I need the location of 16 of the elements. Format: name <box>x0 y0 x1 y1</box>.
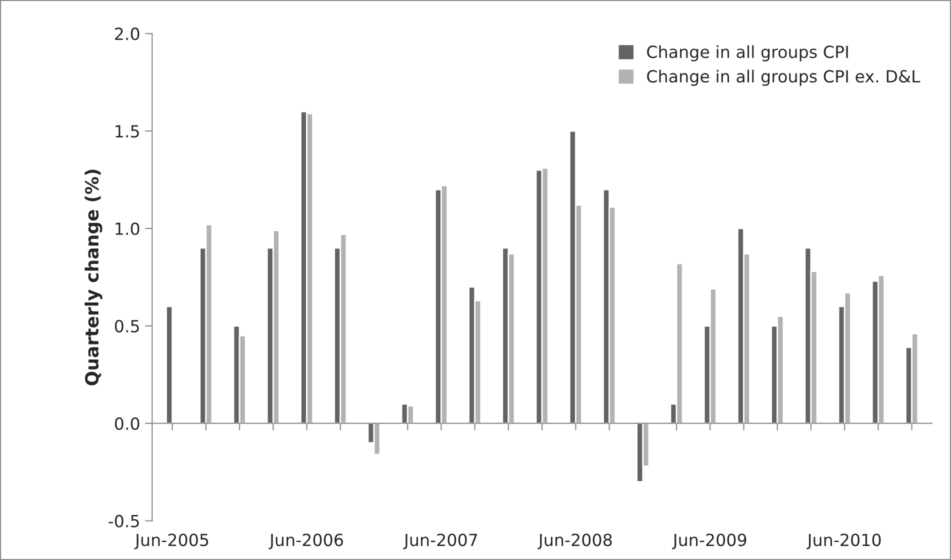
x-tick-label: Jun-2005 <box>134 534 208 550</box>
y-tick-label: 1.0 <box>116 222 140 236</box>
y-tick-label: 2.0 <box>115 28 140 40</box>
x-tick-label: Jun-2006 <box>268 534 343 550</box>
x-tick-label: Jun-2009 <box>672 534 746 550</box>
x-tick-label: Jun-2008 <box>538 534 612 550</box>
legend-label: Change in all groups CPI ex. D&L <box>647 70 920 86</box>
bar <box>166 306 174 424</box>
x-tick-label: Jun-2010 <box>806 534 881 550</box>
y-tick-label: 0.0 <box>114 417 140 430</box>
y-axis-title: Quarterly change (%) <box>84 170 102 386</box>
legend-label: Change in all groups CPI <box>647 45 848 62</box>
x-tick-label: Jun-2007 <box>403 534 478 550</box>
y-tick-label: 0.5 <box>114 320 139 332</box>
y-tick-label: 1.5 <box>116 125 139 138</box>
y-tick-label: -0.5 <box>108 514 139 528</box>
